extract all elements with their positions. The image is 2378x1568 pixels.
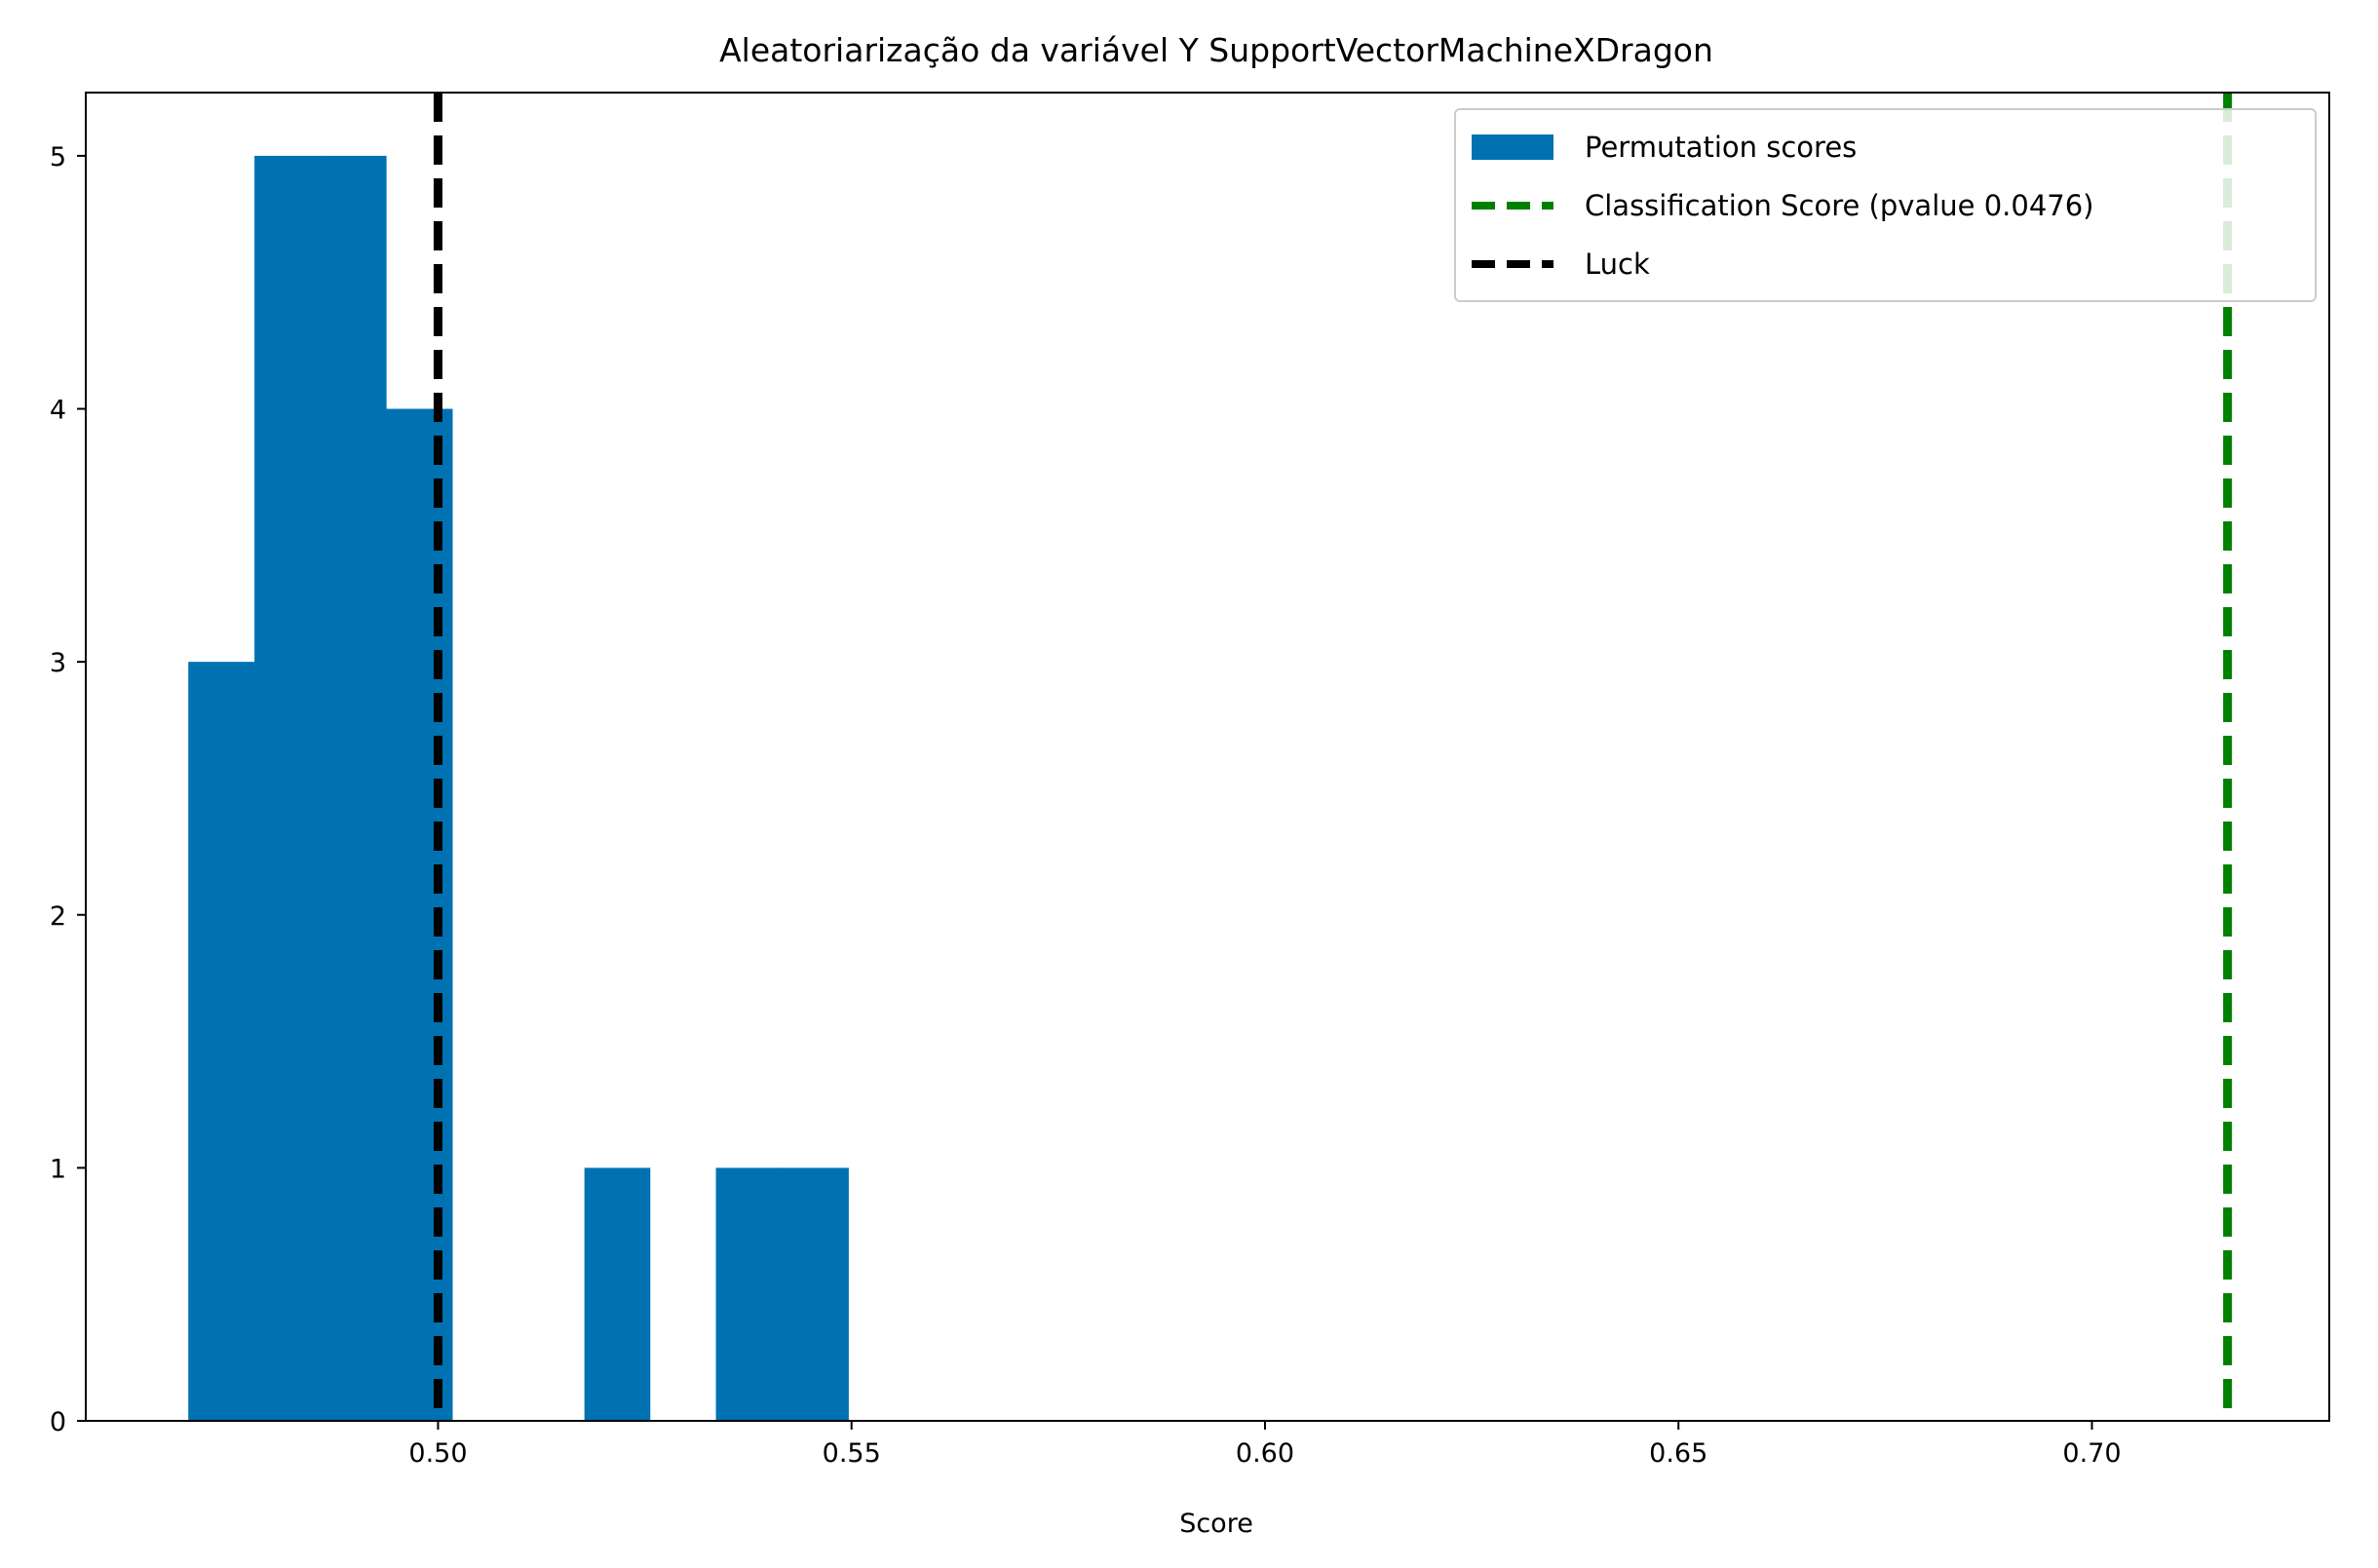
x-tick-label-2: 0.60 bbox=[1236, 1438, 1294, 1469]
histogram-bars bbox=[188, 155, 849, 1421]
y-tick-label-3: 3 bbox=[50, 648, 66, 678]
x-axis-ticks: 0.50 0.55 0.60 0.65 0.70 bbox=[408, 1421, 2122, 1469]
histogram-bar-9 bbox=[782, 1167, 849, 1421]
x-tick-label-4: 0.70 bbox=[2062, 1438, 2121, 1469]
histogram-bar-8 bbox=[715, 1167, 784, 1421]
x-axis-label: Score bbox=[1179, 1509, 1253, 1539]
histogram-bar-3 bbox=[386, 408, 453, 1421]
x-tick-label-1: 0.55 bbox=[823, 1438, 881, 1469]
y-tick-label-2: 2 bbox=[50, 901, 66, 932]
histogram-bar-1 bbox=[254, 155, 322, 1421]
histogram-bar-6 bbox=[584, 1167, 651, 1421]
y-axis-ticks: 0 1 2 3 4 5 bbox=[50, 142, 86, 1437]
y-tick-label-5: 5 bbox=[50, 142, 66, 172]
legend-label-2: Luck bbox=[1585, 248, 1650, 281]
legend-frame bbox=[1454, 108, 2317, 302]
x-tick-label-0: 0.50 bbox=[408, 1438, 467, 1469]
legend-swatch-0 bbox=[1472, 134, 1553, 160]
x-tick-label-3: 0.65 bbox=[1649, 1438, 1707, 1469]
legend: Permutation scores Classification Score (… bbox=[1454, 108, 2317, 302]
histogram-bar-0 bbox=[188, 662, 255, 1421]
y-tick-label-1: 1 bbox=[50, 1154, 66, 1184]
histogram-bar-2 bbox=[320, 155, 387, 1421]
y-tick-label-4: 4 bbox=[50, 396, 66, 426]
reference-lines bbox=[433, 93, 2233, 1421]
chart-title: Aleatoriarização da variável Y SupportVe… bbox=[719, 31, 1713, 69]
plot-area-frame bbox=[85, 92, 2330, 1422]
legend-label-0: Permutation scores bbox=[1585, 131, 1857, 164]
y-tick-label-0: 0 bbox=[50, 1407, 66, 1437]
legend-label-1: Classification Score (pvalue 0.0476) bbox=[1585, 189, 2093, 222]
